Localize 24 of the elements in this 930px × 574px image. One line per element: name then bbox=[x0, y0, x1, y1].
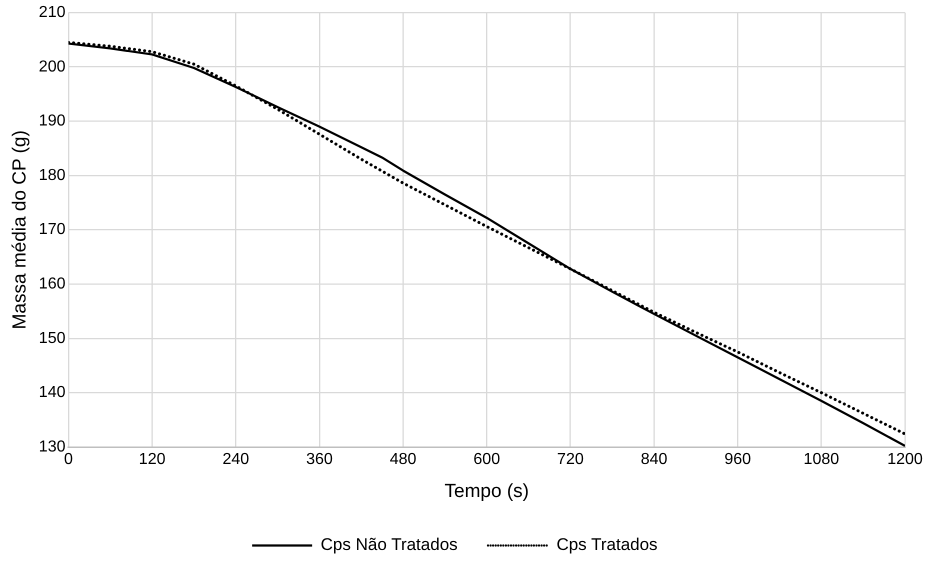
y-tick-label: 180 bbox=[38, 166, 66, 184]
x-tick-label: 240 bbox=[222, 451, 250, 468]
y-tick-label: 170 bbox=[38, 221, 66, 238]
x-tick-label: 720 bbox=[557, 451, 584, 468]
y-tick-label: 200 bbox=[38, 58, 66, 76]
x-tick-label: 120 bbox=[138, 451, 166, 468]
y-tick-label: 210 bbox=[38, 4, 66, 22]
x-axis-title: Tempo (s) bbox=[444, 480, 529, 502]
x-tick-label: 0 bbox=[64, 451, 74, 468]
x-tick-label: 1200 bbox=[887, 451, 923, 468]
y-tick-label: 140 bbox=[38, 384, 66, 402]
x-tick-label: 600 bbox=[473, 451, 500, 468]
legend-label: Cps Tratados bbox=[556, 535, 658, 554]
x-tick-label: 360 bbox=[306, 451, 333, 468]
y-axis-title: Massa média do CP (g) bbox=[10, 130, 31, 330]
y-tick-label: 150 bbox=[38, 330, 66, 347]
x-tick-label: 960 bbox=[724, 451, 752, 468]
y-tick-label: 130 bbox=[38, 438, 66, 456]
y-tick-label: 160 bbox=[38, 276, 66, 293]
x-tick-label: 480 bbox=[390, 451, 417, 468]
y-tick-label: 190 bbox=[38, 112, 66, 130]
x-tick-label: 840 bbox=[640, 451, 668, 468]
x-tick-label: 1080 bbox=[804, 451, 840, 468]
legend-label: Cps Não Tratados bbox=[320, 535, 458, 554]
